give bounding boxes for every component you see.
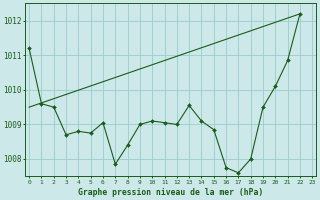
X-axis label: Graphe pression niveau de la mer (hPa): Graphe pression niveau de la mer (hPa) bbox=[78, 188, 263, 197]
